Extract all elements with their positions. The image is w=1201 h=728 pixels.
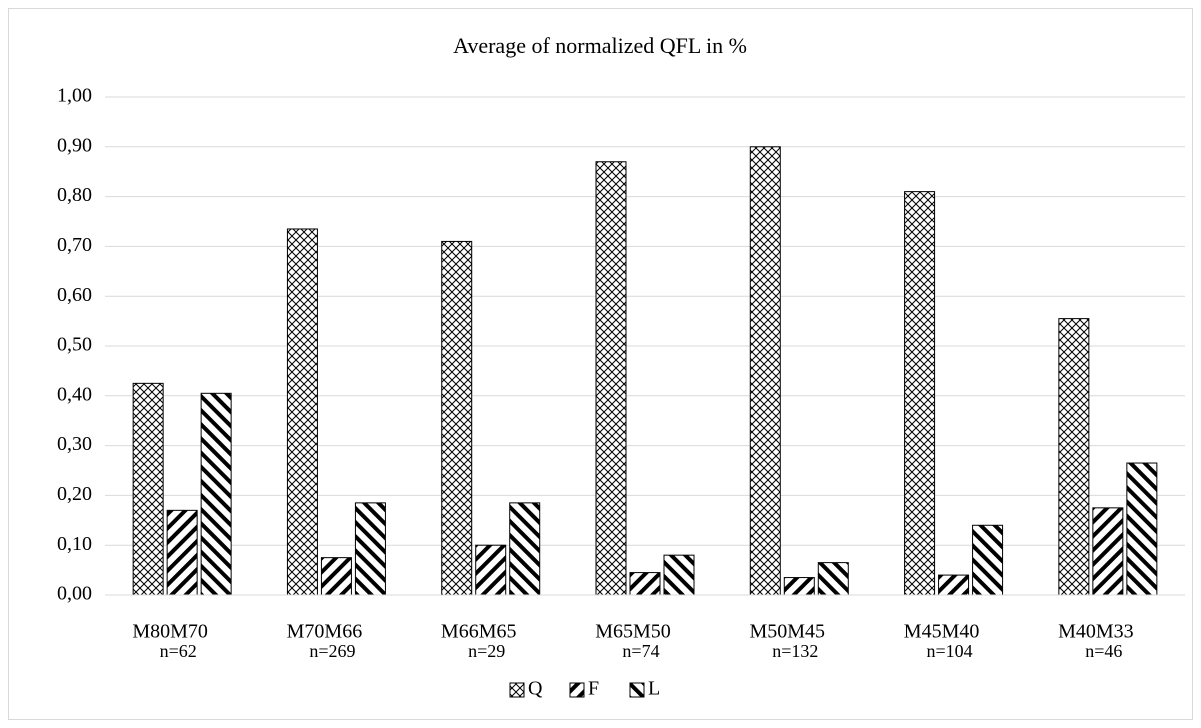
bar <box>972 524 1004 596</box>
legend-label: Q <box>528 678 543 700</box>
bar <box>441 240 473 596</box>
y-tick-label: 0,80 <box>57 184 92 206</box>
bar <box>629 572 661 596</box>
legend-swatch <box>629 682 645 698</box>
bar <box>166 509 198 596</box>
x-tick-label: M80M70 <box>132 621 208 643</box>
x-tick-note: n=62 <box>160 641 197 661</box>
x-tick-label: M45M40 <box>904 621 980 643</box>
x-tick-note: n=46 <box>1085 641 1122 661</box>
x-tick-label: M65M50 <box>595 621 671 643</box>
y-tick-label: 0,60 <box>57 284 92 306</box>
legend-label: F <box>588 678 599 700</box>
bar <box>1126 462 1158 596</box>
x-tick-note: n=132 <box>772 641 818 661</box>
x-tick-label: M40M33 <box>1058 621 1134 643</box>
bar <box>904 191 936 596</box>
x-tick-note: n=104 <box>926 641 972 661</box>
legend-swatch <box>509 682 525 698</box>
bar <box>817 562 849 596</box>
bar <box>1058 318 1090 596</box>
bar <box>200 392 232 596</box>
bar <box>783 577 815 596</box>
y-tick-label: 0,00 <box>57 583 92 605</box>
y-tick-label: 0,10 <box>57 533 92 555</box>
y-tick-label: 0,20 <box>57 483 92 505</box>
bar <box>509 502 541 596</box>
x-tick-note: n=29 <box>468 641 505 661</box>
x-tick-note: n=74 <box>622 641 659 661</box>
bar <box>320 557 352 596</box>
bar <box>595 161 627 596</box>
x-tick-label: M50M45 <box>749 621 825 643</box>
y-tick-label: 1,00 <box>57 85 92 107</box>
x-tick-label: M66M65 <box>441 621 517 643</box>
bar <box>749 146 781 596</box>
bar <box>475 544 507 596</box>
x-tick-label: M70M66 <box>287 621 363 643</box>
bar <box>286 228 318 596</box>
y-tick-label: 0,40 <box>57 383 92 405</box>
legend-label: L <box>648 678 660 700</box>
bar <box>938 574 970 596</box>
y-tick-label: 0,30 <box>57 433 92 455</box>
y-tick-label: 0,70 <box>57 234 92 256</box>
chart-title: Average of normalized QFL in % <box>453 33 747 58</box>
bar <box>663 554 695 596</box>
y-tick-label: 0,90 <box>57 134 92 156</box>
y-tick-label: 0,50 <box>57 334 92 356</box>
bar <box>132 382 164 596</box>
legend-swatch <box>569 682 585 698</box>
bar <box>354 502 386 596</box>
x-tick-note: n=269 <box>309 641 355 661</box>
bar <box>1092 507 1124 596</box>
